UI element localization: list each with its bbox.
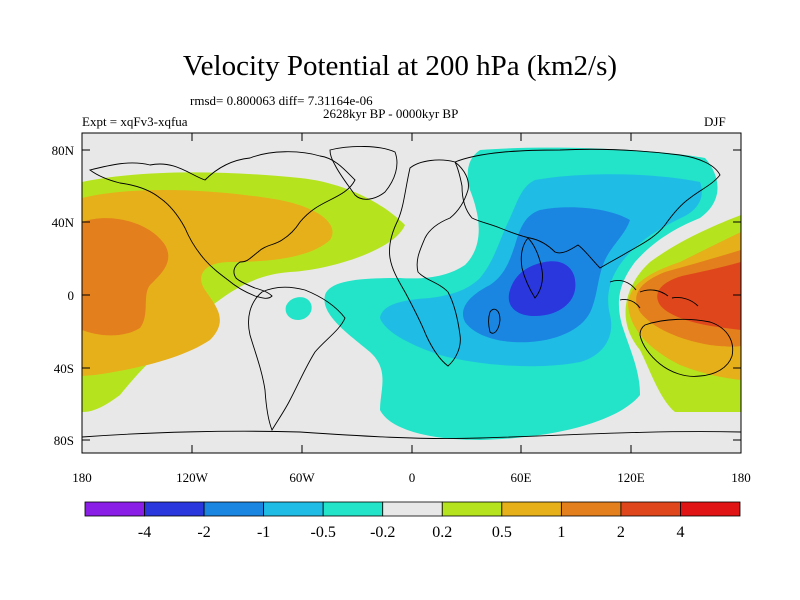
longitude-axis: 180 120W 60W 0 60E 120E 180 [72, 133, 751, 485]
colorbar-swatch [501, 501, 562, 517]
coast-north-america [88, 151, 356, 299]
coast-asia [454, 148, 721, 269]
colorbar [84, 501, 741, 517]
colorbar-label: -0.5 [311, 524, 336, 541]
season-label: DJF [704, 114, 726, 129]
experiment-line: Expt = xqFv3-xqfua [82, 114, 188, 129]
colorbar-label: -0.2 [370, 524, 395, 541]
coast-europe-africa [389, 159, 469, 367]
lon-label: 180 [731, 470, 751, 485]
lon-label: 180 [72, 470, 92, 485]
coast-madagascar [488, 308, 501, 334]
colorbar-swatch [560, 501, 622, 517]
lat-label: 40S [54, 361, 74, 376]
latitude-axis: 80N 40N 0 40S 80S [52, 143, 741, 448]
colorbar-labels: -4 -2 -1 -0.5 -0.2 0.2 0.5 1 2 4 [138, 524, 685, 541]
colorbar-swatch [322, 501, 384, 517]
coast-antarctica [82, 430, 741, 439]
lon-label: 60W [289, 470, 315, 485]
lon-label: 120E [617, 470, 645, 485]
colorbar-swatch [680, 501, 741, 517]
lat-label: 40N [52, 215, 75, 230]
colorbar-swatch [441, 501, 503, 517]
stats-line: rmsd= 0.800063 diff= 7.31164e-06 [190, 93, 373, 108]
coast-islands [609, 279, 699, 309]
lat-label: 80N [52, 143, 75, 158]
lon-label: 60E [511, 470, 532, 485]
colorbar-label: 4 [676, 524, 684, 541]
period-line: 2628kyr BP - 0000kyr BP [323, 106, 459, 121]
colorbar-swatch [382, 501, 443, 517]
colorbar-label: 2 [617, 524, 625, 541]
lat-label: 80S [54, 433, 74, 448]
chart-title: Velocity Potential at 200 hPa (km2/s) [182, 50, 618, 82]
colorbar-label: 0.2 [432, 524, 452, 541]
colorbar-label: 1 [557, 524, 565, 541]
colorbar-swatch [84, 501, 145, 517]
coast-australia [639, 318, 734, 377]
colorbar-swatch [144, 501, 205, 517]
coast-india [520, 237, 543, 299]
contour-west-1 [82, 218, 169, 336]
contour-neg-2 [508, 261, 576, 316]
lon-label: 0 [409, 470, 416, 485]
colorbar-label: -1 [257, 524, 270, 541]
colorbar-swatch [263, 501, 324, 517]
colorbar-label: -2 [197, 524, 210, 541]
coastlines [82, 146, 741, 439]
colorbar-swatch [620, 501, 681, 517]
contour-small-neg [285, 297, 312, 320]
lon-label: 120W [176, 470, 209, 485]
contour-fields [82, 147, 741, 440]
lat-label: 0 [68, 288, 75, 303]
colorbar-label: -4 [138, 524, 151, 541]
colorbar-label: 0.5 [492, 524, 512, 541]
contour-east-2 [657, 262, 741, 330]
coast-greenland [329, 146, 398, 200]
coast-south-america [248, 286, 346, 432]
colorbar-swatch [203, 501, 265, 517]
